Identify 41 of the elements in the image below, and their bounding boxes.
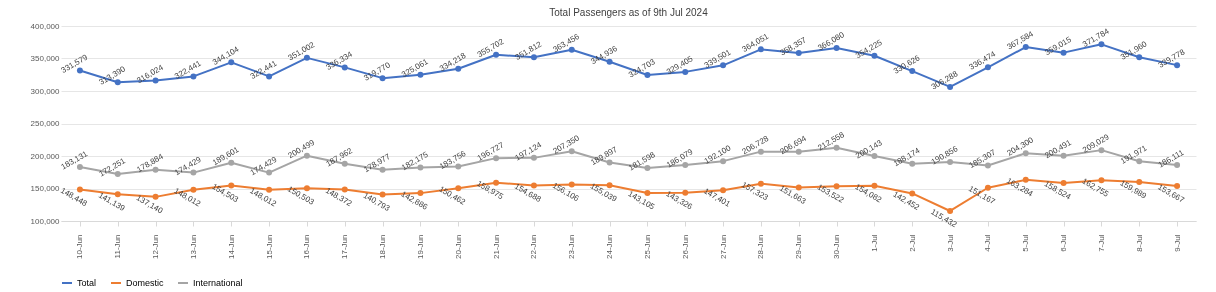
x-tick-label: 1-Jul — [869, 234, 879, 252]
x-tick-label: 28-Jun — [756, 234, 766, 259]
x-tick-label: 25-Jun — [642, 234, 652, 259]
x-tick-label: 5-Jul — [1021, 234, 1031, 252]
x-tick-label: 7-Jul — [1096, 234, 1106, 252]
legend-label: Domestic — [126, 278, 165, 288]
x-tick-label: 19-Jun — [415, 234, 425, 259]
x-tick-label: 14-Jun — [226, 234, 236, 259]
x-tick-label: 21-Jun — [491, 234, 501, 259]
x-tick-label: 2-Jul — [907, 234, 917, 252]
x-tick-label: 30-Jun — [832, 234, 842, 259]
x-tick-label: 6-Jul — [1059, 234, 1069, 252]
x-tick-label: 23-Jun — [567, 234, 577, 259]
x-tick-label: 24-Jun — [605, 234, 615, 259]
x-tick-label: 8-Jul — [1134, 234, 1144, 252]
x-tick-label: 3-Jul — [945, 234, 955, 252]
y-tick-label: 150,000 — [30, 184, 61, 193]
y-tick-label: 250,000 — [30, 119, 61, 128]
legend-label: International — [193, 278, 243, 288]
x-tick-label: 12-Jun — [151, 234, 161, 259]
x-tick-label: 18-Jun — [378, 234, 388, 259]
x-tick-label: 15-Jun — [264, 234, 274, 259]
x-tick-label: 16-Jun — [302, 234, 312, 259]
y-tick-label: 300,000 — [30, 86, 61, 96]
chart-title: Total Passengers as of 9th Jul 2024 — [549, 7, 709, 18]
x-tick-label: 26-Jun — [680, 234, 690, 259]
x-tick-label: 20-Jun — [453, 234, 463, 259]
x-tick-label: 17-Jun — [340, 234, 350, 259]
y-tick-label: 400,000 — [30, 21, 61, 31]
x-tick-label: 22-Jun — [529, 234, 539, 259]
x-tick-label: 27-Jun — [718, 234, 728, 259]
y-tick-label: 200,000 — [30, 151, 61, 161]
x-tick-label: 9-Jul — [1172, 234, 1182, 252]
y-tick-label: 350,000 — [30, 54, 61, 63]
x-tick-label: 10-Jun — [75, 234, 85, 259]
x-tick-label: 13-Jun — [188, 234, 198, 259]
x-tick-label: 29-Jun — [794, 234, 804, 259]
x-tick-label: 4-Jul — [983, 234, 993, 252]
y-tick-label: 100,000 — [30, 216, 61, 226]
x-tick-label: 11-Jun — [113, 234, 123, 259]
legend-label: Total — [77, 278, 97, 288]
